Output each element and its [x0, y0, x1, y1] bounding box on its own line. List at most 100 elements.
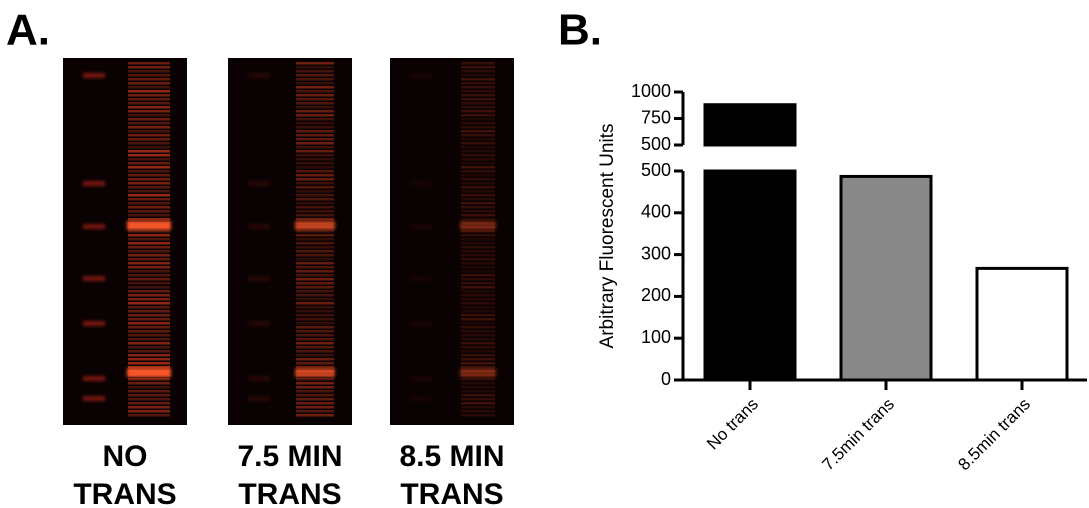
sample-band [296, 114, 334, 117]
sample-band [128, 190, 170, 193]
sample-band [296, 402, 334, 405]
marker-band [83, 321, 105, 326]
y-axis-label: Arbitrary Fluorescent Units [597, 124, 618, 349]
sample-band [128, 302, 170, 305]
sample-band [128, 306, 170, 309]
lane-label: TRANS [238, 478, 341, 508]
sample-band [128, 318, 170, 321]
sample-band [461, 270, 495, 273]
sample-band [461, 234, 495, 237]
sample-band [461, 350, 495, 353]
sample-band [461, 190, 495, 193]
sample-band [296, 98, 334, 101]
sample-band [461, 150, 495, 153]
sample-band [128, 250, 170, 253]
sample-band [128, 246, 170, 249]
sample-band [128, 194, 170, 197]
sample-band [128, 178, 170, 181]
sample-band [461, 254, 495, 257]
sample-band [128, 182, 170, 185]
sample-band [128, 274, 170, 277]
sample-band [296, 234, 334, 237]
lane-label: TRANS [73, 478, 176, 508]
marker-band [83, 276, 105, 281]
sample-band [296, 410, 334, 413]
sample-band [296, 134, 334, 137]
sample-band [461, 170, 495, 173]
sample-band [128, 78, 170, 81]
sample-band [296, 186, 334, 189]
sample-band [296, 258, 334, 261]
sample-band [461, 186, 495, 189]
y-tick-label: 300 [641, 243, 671, 263]
sample-band [128, 230, 170, 233]
sample-band [128, 406, 170, 409]
marker-band [410, 181, 432, 186]
panel-label: A. [6, 6, 50, 55]
sample-band [461, 174, 495, 177]
sample-band [128, 134, 170, 137]
sample-band [128, 270, 170, 273]
y-tick-label: 500 [641, 160, 671, 180]
sample-band [296, 106, 334, 109]
sample-band [461, 162, 495, 165]
sample-band [461, 98, 495, 101]
sample-band [296, 94, 334, 97]
sample-band [296, 146, 334, 149]
sample-band [296, 350, 334, 353]
sample-band [461, 230, 495, 233]
sample-band [461, 314, 495, 317]
sample-band [461, 310, 495, 313]
sample-band [461, 298, 495, 301]
marker-band [248, 376, 270, 381]
gel-images [63, 58, 514, 425]
sample-band [296, 250, 334, 253]
sample-band [461, 274, 495, 277]
sample-band [296, 334, 334, 337]
strong-band [460, 368, 496, 377]
sample-band [128, 90, 170, 93]
sample-band [128, 146, 170, 149]
sample-band [128, 258, 170, 261]
sample-band [296, 322, 334, 325]
sample-band [296, 290, 334, 293]
sample-band [128, 414, 170, 417]
marker-band [83, 376, 105, 381]
sample-band [461, 286, 495, 289]
sample-band [461, 210, 495, 213]
marker-band [248, 396, 270, 401]
sample-band [461, 258, 495, 261]
sample-band [296, 158, 334, 161]
sample-band [296, 270, 334, 273]
marker-band [410, 276, 432, 281]
sample-band [296, 326, 334, 329]
sample-band [461, 358, 495, 361]
sample-band [128, 166, 170, 169]
sample-band [128, 326, 170, 329]
sample-band [296, 142, 334, 145]
sample-band [296, 62, 334, 65]
sample-band [128, 130, 170, 133]
x-tick-label: 8.5min trans [954, 395, 1034, 475]
sample-band [296, 310, 334, 313]
marker-band [410, 396, 432, 401]
sample-band [461, 278, 495, 281]
sample-band [296, 266, 334, 269]
sample-band [128, 282, 170, 285]
sample-band [296, 214, 334, 217]
y-tick-label: 500 [641, 134, 671, 154]
sample-band [296, 406, 334, 409]
sample-band [128, 286, 170, 289]
sample-band [296, 198, 334, 201]
sample-band [128, 266, 170, 269]
sample-band [128, 150, 170, 153]
sample-band [128, 254, 170, 257]
sample-band [296, 102, 334, 105]
sample-band [296, 238, 334, 241]
sample-band [296, 230, 334, 233]
sample-band [128, 158, 170, 161]
sample-band [461, 102, 495, 105]
sample-band [461, 206, 495, 209]
sample-band [461, 130, 495, 133]
